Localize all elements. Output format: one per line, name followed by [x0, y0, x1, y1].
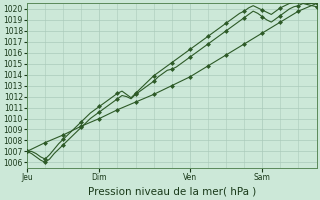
X-axis label: Pression niveau de la mer( hPa ): Pression niveau de la mer( hPa ) [88, 187, 256, 197]
